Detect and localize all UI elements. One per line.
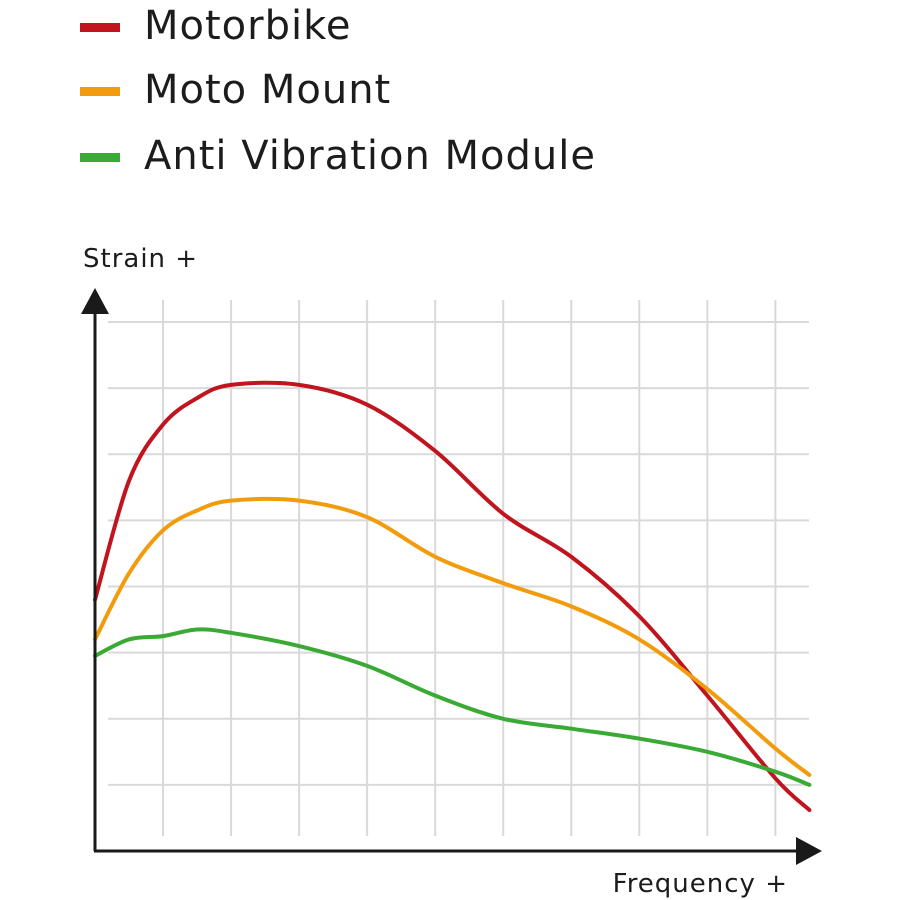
legend-item-motorbike: Motorbike [80, 4, 780, 64]
legend-swatch-motorbike [80, 23, 120, 32]
x-axis-arrow-icon [796, 837, 822, 865]
chart-grid [108, 300, 809, 836]
legend-label-anti-vibration-module: Anti Vibration Module [144, 133, 596, 179]
series-line-moto-mount [93, 496, 812, 777]
legend-item-anti-vibration-module: Anti Vibration Module [80, 136, 780, 196]
chart-axes [81, 288, 822, 865]
legend-item-moto-mount: Moto Mount [80, 70, 780, 130]
legend-swatch-anti-vibration-module [80, 153, 120, 162]
x-axis-label: Frequency + [613, 869, 788, 899]
series-line-motorbike [93, 380, 812, 813]
y-axis-label: Strain + [83, 244, 198, 274]
legend-label-moto-mount: Moto Mount [144, 67, 392, 113]
y-axis-arrow-icon [81, 288, 109, 314]
chart-legend: Motorbike Moto Mount Anti Vibration Modu… [80, 0, 780, 200]
chart-series [93, 380, 812, 813]
legend-swatch-moto-mount [80, 87, 120, 96]
legend-label-motorbike: Motorbike [144, 3, 352, 49]
series-line-anti-vibration-module [93, 627, 812, 787]
